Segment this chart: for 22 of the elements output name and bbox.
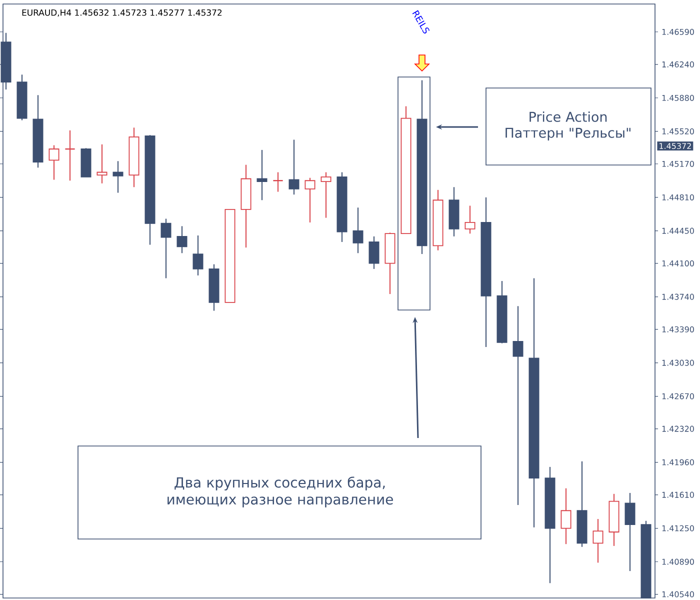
candlestick	[320, 172, 332, 218]
candlestick	[560, 488, 572, 545]
candlestick	[176, 226, 188, 254]
candlestick	[464, 205, 476, 234]
candlestick	[64, 130, 76, 182]
candlestick	[624, 492, 636, 572]
candlestick	[512, 306, 524, 506]
candlestick	[368, 236, 380, 270]
candlestick	[352, 207, 364, 254]
candlestick	[192, 234, 204, 276]
text: EURAUD,H4 1.45632 1.45723 1.45277 1.45372	[22, 9, 222, 17]
candlestick	[288, 139, 300, 196]
candlestick	[160, 218, 172, 279]
candlestick	[112, 160, 124, 194]
candlestick	[272, 172, 284, 192]
annotation: Два крупных соседних бара, имеющих разное направление	[168, 476, 393, 508]
candlestick	[256, 149, 268, 201]
candlestick	[96, 144, 108, 184]
candlestick	[592, 518, 604, 564]
candlestick	[304, 177, 316, 223]
annotation: Price Action Паттерн "Рельсы"	[506, 112, 630, 140]
candlestick	[48, 144, 60, 180]
